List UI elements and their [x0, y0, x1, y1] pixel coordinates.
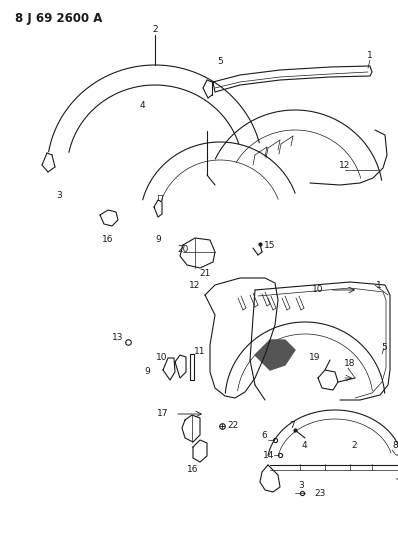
- Text: 4: 4: [139, 101, 145, 109]
- Text: 9: 9: [155, 236, 161, 245]
- Text: 16: 16: [187, 465, 199, 474]
- Text: 2: 2: [351, 440, 357, 449]
- Polygon shape: [255, 340, 295, 370]
- Text: 10: 10: [312, 286, 324, 295]
- Text: 5: 5: [381, 343, 387, 352]
- Text: 17: 17: [157, 409, 169, 418]
- Text: 11: 11: [194, 348, 206, 357]
- Text: 8: 8: [392, 440, 398, 449]
- Text: 10: 10: [156, 353, 168, 362]
- Text: 12: 12: [189, 280, 201, 289]
- Text: 5: 5: [217, 58, 223, 67]
- Text: 15: 15: [264, 240, 276, 249]
- Text: 12: 12: [339, 160, 351, 169]
- Text: 3: 3: [298, 481, 304, 489]
- Text: 16: 16: [102, 236, 114, 245]
- Text: 22: 22: [227, 421, 239, 430]
- Text: 13: 13: [112, 334, 124, 343]
- Text: 20: 20: [178, 246, 189, 254]
- Text: 21: 21: [199, 269, 211, 278]
- Text: 3: 3: [56, 190, 62, 199]
- Text: 19: 19: [309, 353, 321, 362]
- Text: 23: 23: [314, 489, 326, 497]
- Text: 1: 1: [367, 51, 373, 60]
- Text: 2: 2: [152, 26, 158, 35]
- Text: 14: 14: [263, 450, 275, 459]
- Text: 8 J 69 2600 A: 8 J 69 2600 A: [15, 12, 102, 25]
- Text: 7: 7: [289, 421, 295, 430]
- Text: 6: 6: [261, 432, 267, 440]
- Text: 18: 18: [344, 359, 356, 367]
- Text: 1: 1: [376, 280, 382, 289]
- Text: 4: 4: [301, 440, 307, 449]
- Text: 9: 9: [144, 367, 150, 376]
